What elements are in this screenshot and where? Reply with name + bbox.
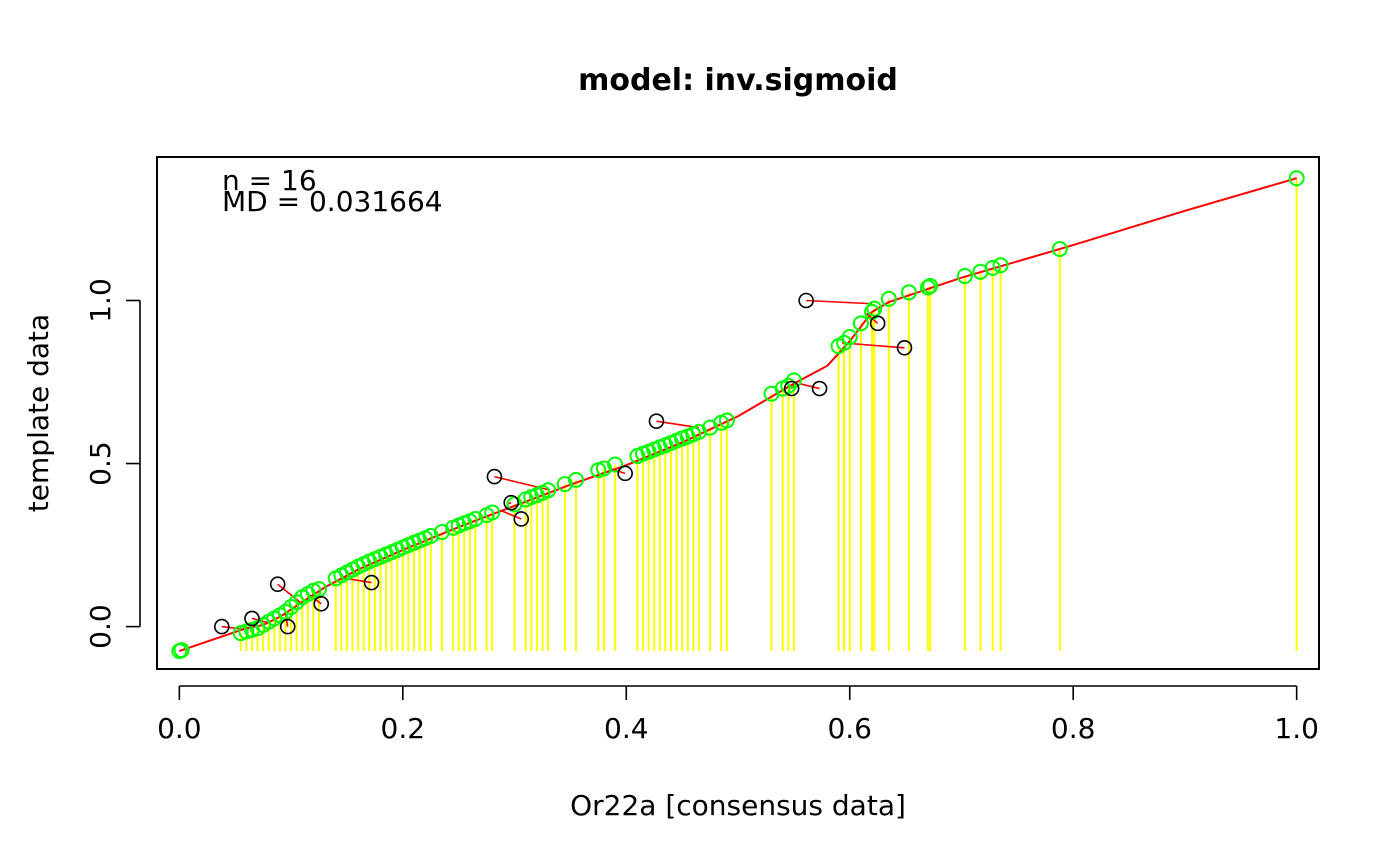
residual-lines	[221, 299, 905, 631]
y-axis-label: template data	[22, 314, 55, 512]
residual-line	[494, 475, 549, 491]
observed-point	[896, 339, 913, 356]
template-point	[852, 315, 869, 332]
observed-point	[214, 618, 230, 635]
template-point	[690, 423, 707, 440]
plot-frame	[156, 156, 1320, 670]
template-point	[880, 290, 897, 307]
template-point	[433, 524, 450, 541]
template-point	[718, 412, 735, 429]
model-curve-layer	[178, 177, 1297, 653]
x-tick-label: 1.0	[1274, 712, 1319, 745]
template-point	[467, 510, 484, 527]
template-point	[900, 284, 917, 301]
annotation-n: n = 16	[222, 164, 317, 197]
residual-line	[799, 382, 820, 390]
template-point	[922, 277, 939, 294]
template-point	[785, 372, 802, 389]
template-point	[422, 527, 439, 544]
model-curve	[178, 177, 1297, 653]
drop-lines	[178, 178, 1298, 652]
observed-point	[503, 494, 519, 511]
template-point	[283, 599, 300, 616]
template-point	[866, 300, 883, 317]
template-point	[595, 460, 612, 477]
template-point	[556, 476, 573, 493]
observed-point	[313, 595, 330, 612]
template-point	[841, 329, 858, 346]
template-point	[288, 594, 305, 611]
observed-point	[279, 618, 296, 635]
y-tick-label: 0.5	[84, 441, 117, 486]
x-tick-label: 0.6	[827, 712, 872, 745]
template-points	[171, 170, 1305, 660]
observed-point	[269, 576, 286, 593]
template-point	[484, 504, 501, 521]
template-point	[311, 581, 328, 598]
template-point	[992, 257, 1009, 274]
observed-point	[798, 292, 814, 309]
template-point	[173, 642, 190, 659]
observed-point	[363, 574, 380, 591]
observed-points	[214, 292, 913, 635]
observed-point	[783, 380, 800, 397]
template-point	[277, 603, 294, 620]
observed-point	[244, 610, 260, 627]
x-tick-label: 0.0	[157, 712, 202, 745]
template-point	[1288, 170, 1305, 187]
observed-point	[513, 511, 530, 527]
y-tick-label: 1.0	[84, 278, 117, 323]
annotation-md: MD = 0.031664	[222, 185, 443, 218]
template-point	[1051, 240, 1068, 257]
template-point	[567, 471, 584, 488]
chart-title: model: inv.sigmoid	[578, 63, 898, 98]
observed-point	[617, 465, 633, 482]
x-axis-label: Or22a [consensus data]	[570, 789, 906, 822]
template-point	[540, 482, 557, 499]
x-tick-label: 0.8	[1051, 712, 1096, 745]
observed-point	[648, 413, 665, 429]
x-tick-label: 0.4	[604, 712, 649, 745]
residual-line	[806, 299, 873, 305]
template-point	[956, 268, 973, 285]
template-point	[984, 259, 1001, 276]
x-axis: 0.0 0.2 0.4 0.6 0.8 1.0	[157, 685, 1319, 745]
observed-point	[486, 468, 503, 485]
observed-point	[869, 315, 886, 332]
template-point	[919, 279, 936, 296]
x-tick-label: 0.2	[381, 712, 426, 745]
template-point	[607, 456, 624, 473]
observed-point	[811, 380, 828, 397]
y-axis: 0.0 0.5 1.0	[84, 278, 141, 649]
residual-line	[499, 509, 522, 520]
y-tick-label: 0.0	[84, 604, 117, 649]
template-point	[780, 377, 797, 394]
